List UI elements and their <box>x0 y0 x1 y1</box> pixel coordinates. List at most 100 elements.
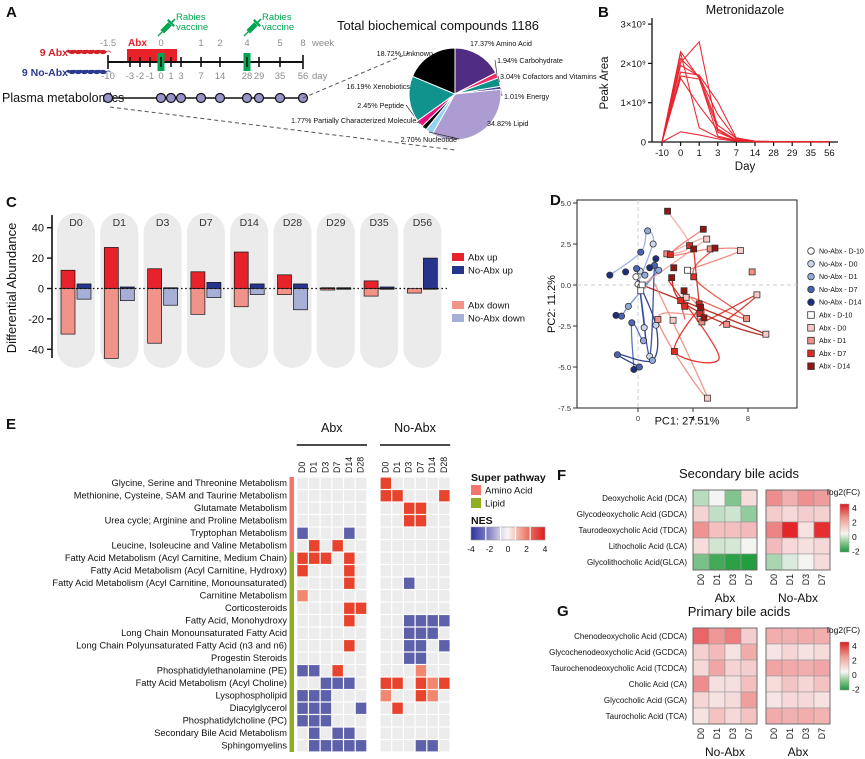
sample-dot <box>102 92 114 104</box>
heatmap-cell <box>415 690 427 702</box>
heatmap-cell <box>427 515 438 527</box>
day-tick-label: -2 <box>136 71 144 82</box>
heatmap-cell <box>344 640 355 652</box>
bile-heatmap-cell <box>724 643 742 661</box>
heatmap-cell <box>344 602 355 614</box>
bile-heatmap-cell <box>765 659 783 677</box>
heatmap-cell <box>404 602 415 614</box>
panel-c-label: C <box>6 194 17 211</box>
heatmap-cell <box>344 652 355 664</box>
super-pathway-strip <box>289 564 294 577</box>
bile-heatmap-cell <box>708 659 726 677</box>
heatmap-cell <box>404 477 415 489</box>
sample-dot <box>175 92 187 104</box>
group-header: Abx <box>321 421 343 435</box>
heatmap-cell <box>355 527 367 539</box>
heatmap-cell <box>355 665 367 677</box>
heatmap-cell <box>404 552 415 564</box>
heatmap-cell <box>427 552 438 564</box>
column-label: D7 <box>817 574 827 585</box>
bile-row-label: Taurodeoxycholic Acid (TDCA) <box>579 526 688 535</box>
bile-heatmap-cell <box>797 505 815 523</box>
heatmap-cell <box>332 515 343 527</box>
pathway-row-label: Secondary Bile Acid Metabolism <box>154 728 287 738</box>
pca-marker-circle <box>633 265 641 273</box>
pathway-row-label: Lysophospholipid <box>215 691 287 701</box>
bile-heatmap-cell <box>781 691 799 709</box>
bile-heatmap-cell <box>724 691 742 709</box>
bile-heatmap-cell <box>813 521 831 539</box>
sample-dot <box>195 92 207 104</box>
abundance-bar <box>233 288 249 308</box>
pie-slice-label: 34.82% Lipid <box>487 119 529 128</box>
heatmap-cell <box>404 640 415 652</box>
heatmap-cell <box>404 527 415 539</box>
bile-heatmap-cell <box>813 659 831 677</box>
bile-heatmap-cell <box>765 627 783 645</box>
heatmap-cell <box>355 690 367 702</box>
column-label: D0 <box>769 574 779 585</box>
abundance-bar <box>249 283 265 289</box>
column-label: D1 <box>785 728 795 739</box>
panel-e-label: E <box>6 416 17 433</box>
abundance-bar <box>147 268 162 289</box>
pca-trajectory <box>669 228 742 271</box>
heatmap-cell <box>297 715 308 727</box>
abundance-bar <box>190 288 206 315</box>
heatmap-cell <box>320 552 332 564</box>
x-tick-label: 1 <box>697 148 702 159</box>
legend-label: Abx - D0 <box>819 325 846 332</box>
pca-marker-circle <box>640 337 648 345</box>
abundance-bar <box>76 283 92 289</box>
pca-marker-square <box>704 394 711 402</box>
bile-heatmap-cell <box>797 707 815 725</box>
heatmap-cell <box>355 652 367 664</box>
column-label: D3 <box>801 574 811 585</box>
pathway-row-label: Urea cycle; Arginine and Proline Metabol… <box>105 516 288 526</box>
week-unit-label: week <box>311 38 334 49</box>
pca-marker-circle <box>648 356 656 364</box>
legend-swatch <box>807 272 815 281</box>
heatmap-cell <box>439 540 450 552</box>
heatmap-cell <box>439 590 450 602</box>
heatmap-cell <box>439 727 450 739</box>
bile-heatmap-cell <box>797 553 815 571</box>
super-pathway-strip <box>289 489 294 502</box>
bile-heatmap-cell <box>813 537 831 555</box>
metronidazole-series-line <box>661 75 830 143</box>
pca-marker-circle <box>646 264 654 272</box>
grid-frame <box>692 627 758 725</box>
heatmap-cell <box>392 602 403 614</box>
pathway-row-label: Glutamate Metabolism <box>194 503 287 513</box>
heatmap-cell <box>309 727 320 739</box>
legend-swatch <box>807 336 815 345</box>
abundance-bar <box>76 288 92 300</box>
bile-heatmap-cell <box>797 521 815 539</box>
legend-swatch <box>807 247 815 255</box>
pca-marker-circle <box>613 351 621 359</box>
metabolomics-label: Plasma metabolomics <box>2 91 124 105</box>
x-tick-label: 0 <box>678 148 683 159</box>
heatmap-cell <box>332 627 343 639</box>
bile-heatmap-cell <box>708 553 726 571</box>
metronidazole-series-line <box>661 40 830 143</box>
pathway-row-label: Glycine, Serine and Threonine Metabolism <box>111 478 287 488</box>
heatmap-cell <box>415 590 427 602</box>
legend-label: No-Abx - D-10 <box>819 249 864 256</box>
column-label: D1 <box>712 574 722 585</box>
heatmap-cell <box>309 602 320 614</box>
y-tick-label: -7.5 <box>558 404 571 413</box>
heatmap-cell <box>439 602 450 614</box>
abundance-bar <box>103 247 119 289</box>
group-label: No-Abx <box>778 591 818 605</box>
heatmap-cell <box>297 615 308 627</box>
heatmap-cell <box>439 665 450 677</box>
heatmap-cell <box>344 502 355 514</box>
super-pathway-strip <box>289 689 294 702</box>
pathway-row-label: Long Chain Polyunsaturated Fatty Acid (n… <box>76 641 287 651</box>
bile-heatmap-cell <box>708 643 726 661</box>
primary-bile-title: Primary bile acids <box>688 604 791 619</box>
day-tick-label: 56 <box>298 71 309 82</box>
mice-icons <box>66 49 111 55</box>
